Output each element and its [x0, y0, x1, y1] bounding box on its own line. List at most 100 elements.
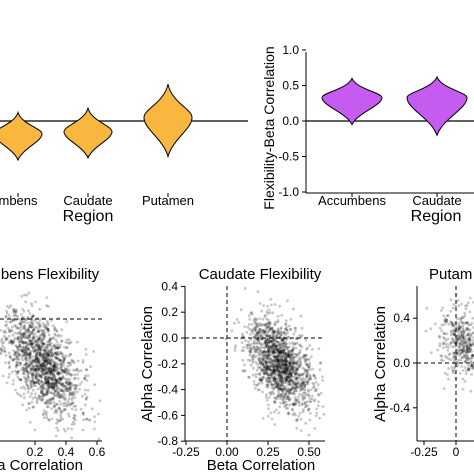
- scatter-point: [83, 376, 87, 380]
- scatter-point: [7, 314, 11, 317]
- scatter-point: [25, 346, 29, 350]
- scatter-point: [440, 329, 444, 333]
- scatter-point: [282, 363, 285, 366]
- scatter-point: [68, 387, 72, 391]
- scatter-point: [20, 335, 24, 339]
- scatter-point: [296, 418, 300, 421]
- scatter-point: [42, 352, 45, 355]
- scatter-point: [49, 370, 53, 373]
- scatter-point: [50, 369, 54, 372]
- x-tick-group: -0.25 0: [410, 441, 460, 459]
- scatter-point: [268, 378, 271, 381]
- scatter-point: [269, 375, 273, 379]
- scatter-point: [255, 318, 259, 321]
- scatter-point: [266, 321, 270, 325]
- scatter-point: [285, 389, 289, 393]
- scatter-point: [261, 361, 264, 365]
- scatter-point: [53, 369, 57, 372]
- scatter-point: [275, 364, 279, 368]
- scatter-point: [275, 363, 278, 366]
- scatter-point: [271, 370, 275, 374]
- scatter-point: [273, 359, 277, 362]
- scatter-point: [38, 397, 42, 401]
- scatter-point: [264, 323, 268, 327]
- scatter-point: [40, 391, 44, 394]
- scatter-point: [274, 344, 278, 348]
- scatter-point: [49, 383, 53, 386]
- scatter-point: [280, 384, 283, 387]
- scatter-point: [270, 371, 273, 375]
- scatter-point: [282, 376, 286, 379]
- scatter-point: [21, 358, 24, 362]
- x-tick-label: 0.25: [256, 445, 280, 459]
- scatter-point: [45, 371, 48, 375]
- y-tick-label: 1.0: [282, 43, 299, 57]
- scatter-point: [264, 369, 268, 373]
- scatter-point: [36, 367, 40, 371]
- scatter-point: [260, 368, 264, 371]
- scatter-point: [47, 385, 51, 389]
- scatter-point: [256, 337, 260, 341]
- scatter-point: [46, 380, 50, 384]
- scatter-point: [51, 379, 55, 382]
- scatter-point: [46, 405, 50, 409]
- scatter-point: [35, 353, 38, 356]
- scatter-point: [465, 350, 468, 354]
- scatter-point: [51, 337, 55, 340]
- scatter-point: [277, 392, 281, 396]
- scatter-point: [38, 382, 42, 386]
- scatter-point: [4, 315, 8, 319]
- scatter-point: [46, 380, 49, 384]
- scatter-point: [267, 340, 271, 344]
- scatter-point: [38, 349, 42, 352]
- scatter-point: [458, 345, 461, 349]
- scatter-point: [456, 328, 459, 332]
- scatter-point: [293, 352, 296, 356]
- scatter-point: [50, 364, 54, 368]
- scatter-point: [290, 356, 293, 360]
- scatter-point: [41, 365, 45, 368]
- scatter-point: [27, 343, 31, 347]
- scatter-point: [252, 335, 256, 339]
- scatter-point: [17, 369, 20, 373]
- scatter-point: [289, 378, 293, 382]
- scatter-point: [291, 380, 295, 383]
- scatter-point: [289, 372, 292, 375]
- scatter-point: [46, 380, 49, 384]
- scatter-point: [449, 341, 453, 344]
- scatter-point: [285, 369, 289, 372]
- scatter-point: [59, 350, 62, 354]
- scatter-point: [56, 346, 60, 350]
- scatter-point: [56, 362, 59, 366]
- scatter-point: [59, 383, 63, 387]
- scatter-point: [55, 379, 59, 383]
- scatter-point: [282, 355, 286, 358]
- scatter-point: [463, 379, 467, 383]
- scatter-point: [273, 400, 276, 404]
- scatter-point: [73, 414, 77, 418]
- scatter-point: [67, 402, 70, 405]
- scatter-point: [278, 395, 282, 398]
- scatter-point: [38, 337, 42, 341]
- scatter-point: [276, 355, 280, 359]
- scatter-point: [275, 395, 279, 399]
- scatter-point: [302, 381, 306, 385]
- scatter-point: [288, 376, 291, 379]
- scatter-point: [10, 320, 14, 324]
- scatter-point: [274, 339, 278, 342]
- scatter-point: [15, 355, 19, 359]
- scatter-point: [12, 341, 15, 345]
- x-tick-label: 0.2: [27, 445, 44, 459]
- scatter-point: [300, 402, 304, 405]
- scatter-point: [470, 350, 474, 353]
- scatter-point: [276, 388, 280, 392]
- scatter-point: [253, 347, 256, 351]
- scatter-point: [56, 372, 59, 376]
- scatter-point: [255, 345, 258, 349]
- scatter-point: [277, 349, 280, 353]
- scatter-point: [314, 414, 318, 418]
- scatter-point: [278, 366, 281, 370]
- scatter-point: [306, 400, 309, 403]
- scatter-point: [280, 396, 284, 400]
- scatter-point: [289, 367, 293, 371]
